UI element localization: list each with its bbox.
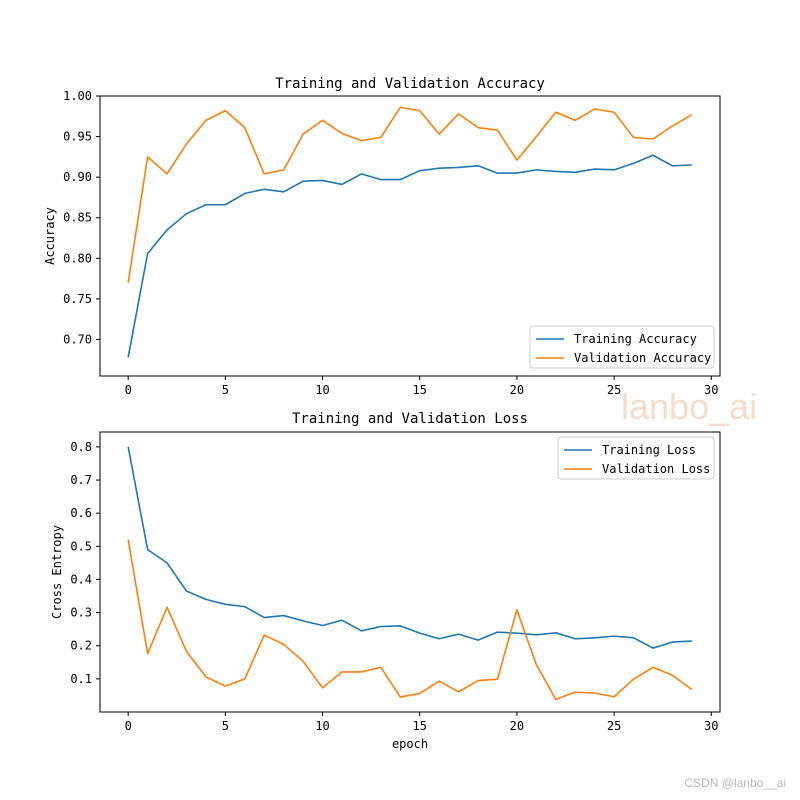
x-tick-label: 30 bbox=[704, 719, 718, 733]
axes-frame bbox=[99, 95, 721, 377]
x-tick-label: 15 bbox=[412, 719, 426, 733]
accuracy-chart: Training and Validation Accuracy Accurac… bbox=[43, 76, 721, 397]
watermark-text: lanbo_ai bbox=[621, 386, 758, 427]
accuracy-y-axis-label: Accuracy bbox=[43, 207, 57, 265]
y-tick-label: 0.75 bbox=[63, 292, 92, 306]
x-tick-label: 25 bbox=[607, 383, 621, 397]
loss-chart-title: Training and Validation Loss bbox=[292, 411, 528, 427]
x-tick-label: 25 bbox=[607, 719, 621, 733]
y-tick-label: 0.5 bbox=[70, 539, 92, 553]
legend-label: Validation Accuracy bbox=[574, 351, 711, 365]
legend-box bbox=[529, 325, 715, 369]
legend-label: Training Accuracy bbox=[574, 332, 697, 346]
legend-label: Training Loss bbox=[602, 443, 696, 457]
legend: Training Accuracy Validation Accuracy bbox=[529, 325, 715, 369]
legend-label: Validation Loss bbox=[602, 462, 710, 476]
y-tick-label: 0.90 bbox=[63, 170, 92, 184]
credit-text: CSDN @lanbo__ai bbox=[684, 776, 786, 790]
x-tick-label: 5 bbox=[222, 719, 229, 733]
training-series-line bbox=[127, 446, 692, 649]
validation-series-line bbox=[127, 539, 693, 701]
loss-plot-area: 0 5 10 15 20 25 30 0.1 0.2 0.3 0.4 0.5 0.6 0.7 0.8 Trai… bbox=[70, 431, 721, 733]
x-tick-label: 15 bbox=[412, 383, 426, 397]
y-tick-label: 1.00 bbox=[63, 89, 92, 103]
validation-series-line bbox=[127, 106, 693, 283]
y-tick-label: 0.6 bbox=[70, 506, 92, 520]
x-tick-label: 10 bbox=[315, 383, 329, 397]
legend: Training Loss Validation Loss bbox=[557, 436, 715, 480]
x-tick-label: 20 bbox=[510, 383, 524, 397]
x-tick-label: 10 bbox=[315, 719, 329, 733]
x-tick-label: 5 bbox=[222, 383, 229, 397]
loss-x-axis-label: epoch bbox=[392, 737, 428, 751]
x-tick-label: 0 bbox=[125, 383, 132, 397]
x-tick-label: 30 bbox=[704, 383, 718, 397]
legend-box bbox=[557, 436, 715, 480]
y-tick-label: 0.3 bbox=[70, 606, 92, 620]
y-tick-label: 0.80 bbox=[63, 251, 92, 265]
y-tick-label: 0.95 bbox=[63, 130, 92, 144]
loss-chart: Training and Validation Loss Cross Entro… bbox=[50, 411, 721, 751]
y-tick-label: 0.85 bbox=[63, 211, 92, 225]
x-tick-label: 20 bbox=[510, 719, 524, 733]
y-tick-label: 0.2 bbox=[70, 639, 92, 653]
accuracy-chart-title: Training and Validation Accuracy bbox=[275, 76, 545, 92]
accuracy-plot-area: 0 5 10 15 20 25 30 0.70 0.75 0.80 0.85 0.90 0.95 1.00… bbox=[63, 89, 721, 397]
y-tick-label: 0.4 bbox=[70, 572, 92, 586]
y-tick-label: 0.1 bbox=[70, 672, 92, 686]
axes-frame bbox=[99, 431, 721, 713]
y-tick-label: 0.70 bbox=[63, 332, 92, 346]
training-series-line bbox=[127, 154, 692, 358]
loss-y-axis-label: Cross Entropy bbox=[50, 525, 64, 619]
y-tick-label: 0.8 bbox=[70, 440, 92, 454]
x-tick-label: 0 bbox=[125, 719, 132, 733]
y-tick-label: 0.7 bbox=[70, 473, 92, 487]
